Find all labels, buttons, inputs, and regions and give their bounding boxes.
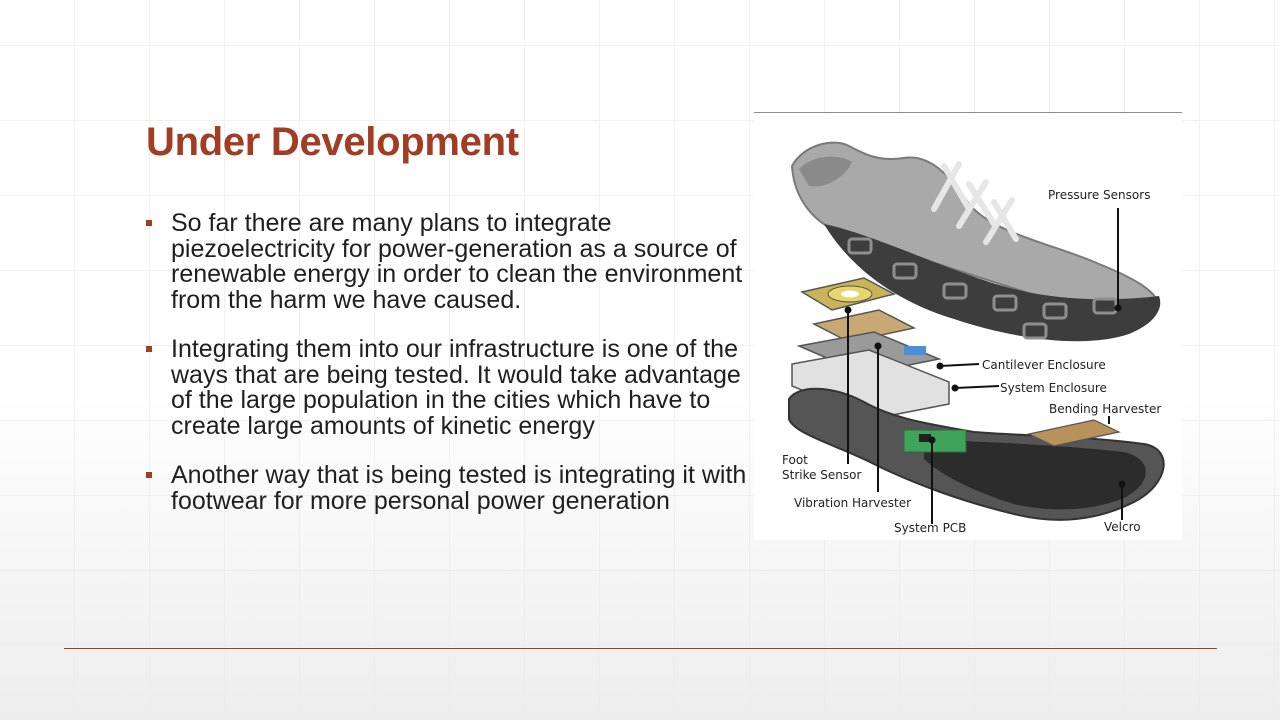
bullet-text: Another way that is being tested is inte… bbox=[171, 461, 747, 515]
leader-lines bbox=[847, 208, 1123, 524]
shoe-diagram: Pressure Sensors Cantilever Enclosure Sy… bbox=[754, 114, 1182, 540]
shoe-outsole bbox=[824, 224, 1161, 342]
label-foot-strike-sensor-line1: Foot bbox=[782, 453, 808, 467]
label-cantilever-enclosure: Cantilever Enclosure bbox=[982, 358, 1106, 372]
shoe-laces bbox=[931, 161, 1019, 245]
velcro-pad bbox=[924, 439, 1146, 510]
bullet-text: So far there are many plans to integrate… bbox=[171, 209, 743, 314]
bending-harvester bbox=[1027, 419, 1121, 447]
label-pressure-sensors: Pressure Sensors bbox=[1048, 188, 1151, 202]
shoe-illustration bbox=[788, 141, 1165, 524]
label-foot-strike-sensor-line2: Strike Sensor bbox=[782, 468, 862, 482]
cantilever-plate bbox=[811, 309, 917, 343]
bullet-marker-icon bbox=[146, 220, 152, 226]
bullet-item: Integrating them into our infrastructure… bbox=[146, 335, 756, 440]
footer-rule bbox=[64, 648, 1217, 649]
bullet-text: Integrating them into our infrastructure… bbox=[171, 335, 741, 440]
leader-dots bbox=[844, 304, 1126, 488]
image-top-rule bbox=[754, 112, 1182, 113]
shoe-heel-collar bbox=[799, 156, 852, 187]
bullet-list: So far there are many plans to integrate… bbox=[146, 209, 756, 538]
bullet-marker-icon bbox=[146, 346, 152, 352]
slide-title: Under Development bbox=[146, 120, 519, 164]
pressure-pads bbox=[847, 237, 1118, 340]
label-system-enclosure: System Enclosure bbox=[1000, 381, 1107, 395]
bullet-item: Another way that is being tested is inte… bbox=[146, 461, 756, 515]
label-system-pcb: System PCB bbox=[894, 521, 967, 535]
cantilever-chip bbox=[904, 346, 926, 355]
label-vibration-harvester: Vibration Harvester bbox=[794, 496, 912, 510]
label-velcro: Velcro bbox=[1104, 520, 1141, 534]
bullet-item: So far there are many plans to integrate… bbox=[146, 209, 756, 314]
bullet-marker-icon bbox=[146, 472, 152, 478]
label-bending-harvester: Bending Harvester bbox=[1049, 402, 1162, 416]
